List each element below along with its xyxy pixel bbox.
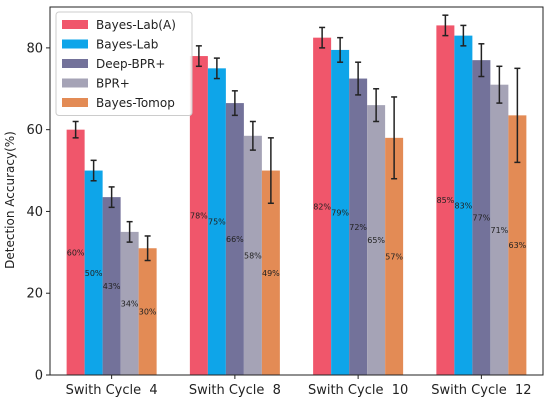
y-tick-label: 60 — [26, 123, 43, 138]
legend: Bayes-Lab(A) Bayes-Lab Deep-BPR+ BPR+ Bayes-… — [55, 11, 193, 116]
bar-value-label: 60% — [67, 248, 85, 257]
legend-entry-label: Bayes-Lab(A) — [96, 18, 176, 32]
bars-layer — [66, 25, 527, 376]
bar-bpr--1 — [243, 135, 262, 375]
bar-value-label: 65% — [367, 236, 385, 245]
error-bar — [144, 235, 151, 262]
bar-deep-bpr--2 — [349, 78, 368, 376]
error-bar — [90, 159, 97, 182]
error-bar — [460, 24, 467, 47]
bar-labels-layer: 60%50%43%34%30%78%75%66%58%49%82%79%72%6… — [67, 196, 527, 316]
x-tick-label: Swith Cycle 12 — [431, 383, 531, 398]
bar-bayes-lab-0 — [84, 170, 103, 375]
bar-bayes-lab-a--1 — [189, 56, 208, 376]
error-bar — [478, 43, 485, 78]
bar-value-label: 58% — [244, 251, 262, 260]
plot-frame — [49, 6, 544, 376]
error-bar — [195, 45, 202, 68]
legend-swatch — [62, 59, 88, 68]
error-bar — [496, 65, 503, 104]
legend-entry-label: Bayes-Tomop — [96, 96, 175, 110]
axes-layer: 0 20 40 60 80 Swith Cycle 4 Swith Cycle 8 Swith… — [26, 6, 544, 398]
legend-box — [55, 11, 193, 116]
bar-bayes-lab-1 — [207, 68, 226, 375]
legend-swatch — [62, 98, 88, 107]
bar-deep-bpr--1 — [225, 103, 244, 375]
legend-entry-label: Bayes-Lab — [96, 38, 158, 52]
error-bar — [267, 137, 274, 205]
y-tick-label: 20 — [26, 287, 43, 302]
error-bar — [442, 14, 449, 37]
error-bars-layer — [72, 14, 521, 262]
bar-value-label: 83% — [454, 201, 472, 210]
bar-value-label: 85% — [436, 196, 454, 205]
legend-swatch — [62, 39, 88, 49]
bar-bayes-lab-a--3 — [436, 25, 455, 376]
bar-value-label: 34% — [121, 299, 139, 308]
bar-bayes-lab-3 — [454, 35, 473, 375]
bar-bayes-lab-a--0 — [66, 129, 85, 375]
error-bar — [514, 67, 521, 164]
error-bar — [355, 61, 362, 96]
bar-deep-bpr--3 — [472, 60, 491, 376]
error-bar — [108, 186, 115, 209]
y-tick-label: 40 — [26, 205, 43, 220]
bar-bayes-tomop-2 — [385, 137, 404, 375]
bar-value-label: 78% — [190, 212, 208, 221]
bar-value-label: 50% — [85, 269, 103, 278]
error-bar — [373, 88, 380, 123]
x-tick-label: Swith Cycle 10 — [308, 383, 408, 398]
bar-value-label: 82% — [313, 202, 331, 211]
legend-swatch — [62, 78, 88, 88]
bar-value-label: 72% — [349, 223, 367, 232]
bar-bayes-tomop-1 — [261, 170, 280, 375]
y-tick-label: 0 — [35, 369, 43, 384]
bar-bayes-tomop-3 — [508, 115, 527, 375]
bar-bpr--3 — [490, 84, 509, 375]
error-bar — [231, 90, 238, 117]
bar-value-label: 77% — [472, 214, 490, 223]
bar-value-label: 79% — [331, 208, 349, 217]
legend-entry-label: Deep-BPR+ — [96, 57, 165, 71]
error-bar — [72, 120, 79, 139]
bar-value-label: 63% — [508, 241, 526, 250]
legend-entry-label: BPR+ — [96, 77, 130, 91]
error-bar — [337, 36, 344, 63]
bar-value-label: 30% — [139, 308, 157, 317]
bar-bayes-lab-2 — [331, 49, 350, 375]
x-tick-label: Swith Cycle 4 — [66, 383, 158, 398]
bar-bpr--2 — [367, 105, 386, 375]
y-tick-label: 80 — [26, 41, 43, 56]
bar-deep-bpr--0 — [102, 197, 121, 375]
bar-bayes-lab-a--2 — [313, 37, 332, 376]
error-bar — [213, 57, 220, 80]
bar-value-label: 75% — [208, 218, 226, 227]
y-axis-label: Detection Accuracy(%) — [3, 131, 17, 269]
bar-value-label: 57% — [385, 252, 403, 261]
bar-value-label: 43% — [103, 282, 121, 291]
error-bar — [391, 96, 398, 180]
bar-value-label: 71% — [490, 226, 508, 235]
error-bar — [249, 120, 256, 151]
bar-bayes-tomop-0 — [138, 248, 157, 375]
x-tick-label: Swith Cycle 8 — [189, 383, 281, 398]
error-bar — [319, 26, 326, 49]
bar-value-label: 49% — [262, 269, 280, 278]
bar-bpr--0 — [120, 231, 139, 375]
legend-swatch — [62, 20, 88, 29]
error-bar — [126, 220, 133, 243]
bar-value-label: 66% — [226, 235, 244, 244]
